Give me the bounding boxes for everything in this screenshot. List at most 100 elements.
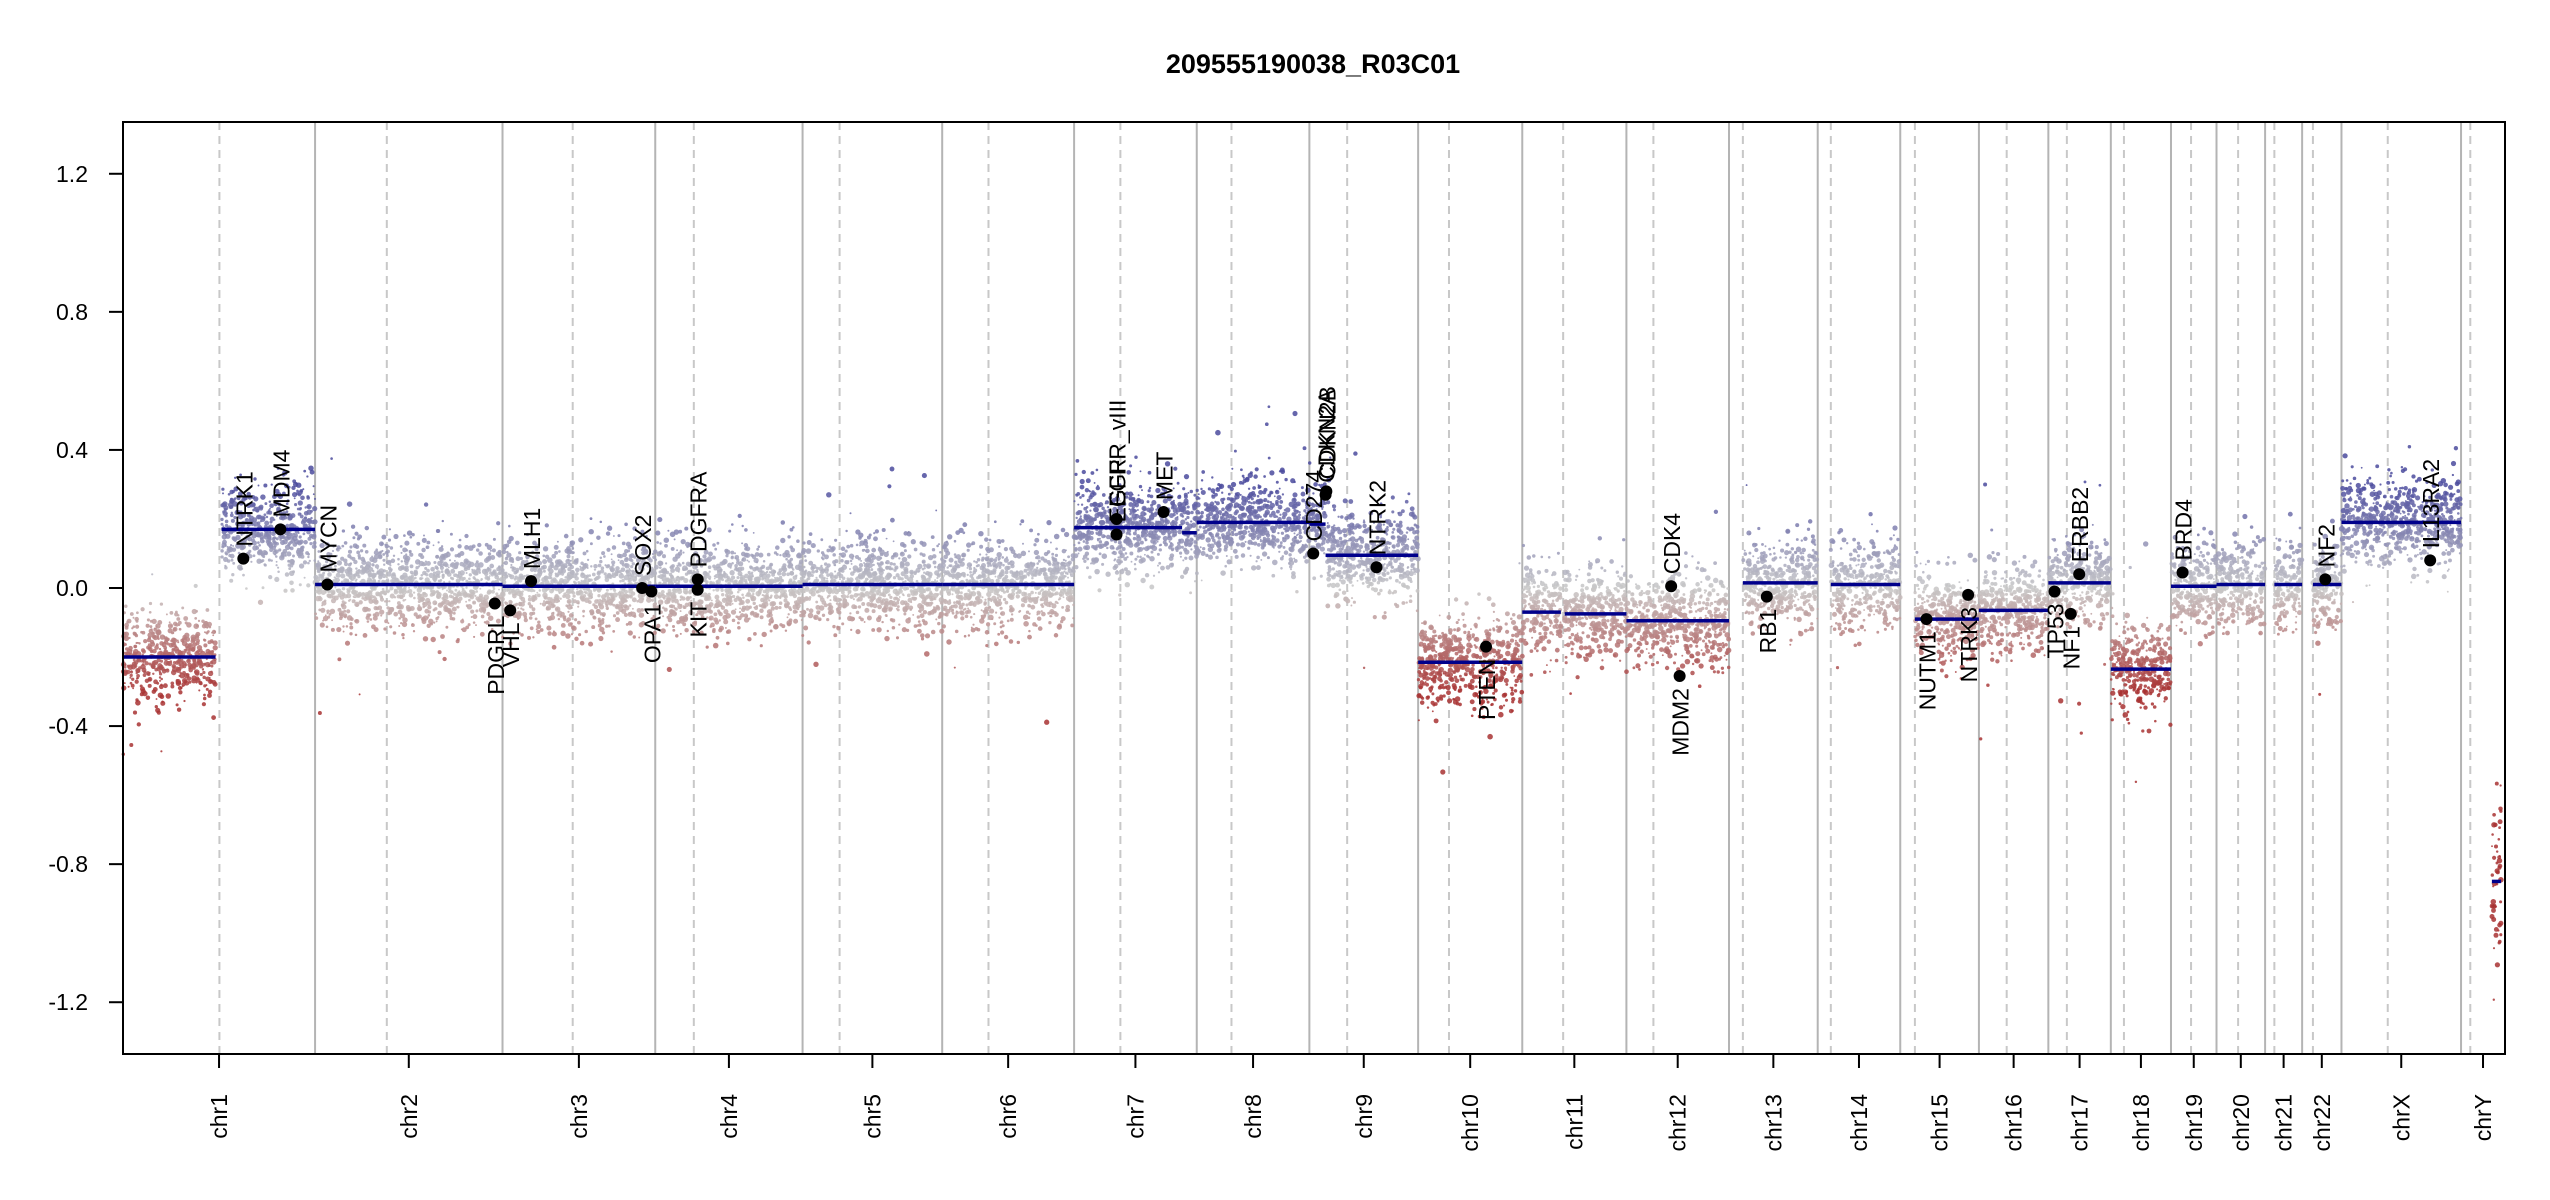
probe-point bbox=[566, 617, 572, 622]
probe-point bbox=[132, 687, 135, 690]
probe-point bbox=[711, 555, 716, 560]
probe-point bbox=[508, 591, 512, 595]
probe-point bbox=[838, 616, 841, 620]
probe-point bbox=[838, 567, 843, 572]
probe-point bbox=[455, 639, 460, 644]
probe-point bbox=[578, 633, 582, 637]
probe-point bbox=[343, 594, 348, 599]
probe-point bbox=[768, 599, 771, 602]
probe-point bbox=[165, 613, 168, 616]
probe-point bbox=[677, 562, 681, 565]
probe-point bbox=[309, 469, 315, 475]
probe-point bbox=[857, 593, 860, 596]
probe-point bbox=[953, 553, 957, 556]
probe-point bbox=[175, 680, 182, 687]
probe-point bbox=[210, 659, 217, 665]
probe-point bbox=[964, 614, 969, 619]
probe-point bbox=[138, 666, 142, 670]
probe-point bbox=[175, 666, 179, 669]
probe-point bbox=[154, 705, 158, 709]
probe-point bbox=[357, 534, 363, 540]
probe-point bbox=[371, 563, 375, 567]
probe-point bbox=[927, 611, 932, 616]
probe-point bbox=[465, 579, 469, 583]
probe-point bbox=[353, 599, 356, 602]
probe-point bbox=[866, 578, 869, 581]
probe-point bbox=[473, 635, 476, 638]
probe-point bbox=[421, 577, 424, 580]
probe-point bbox=[286, 499, 290, 503]
probe-point bbox=[801, 633, 805, 638]
probe-point bbox=[629, 595, 633, 599]
probe-point bbox=[929, 592, 933, 596]
probe-point bbox=[871, 547, 877, 553]
probe-point bbox=[910, 539, 916, 545]
probe-point bbox=[818, 573, 824, 579]
probe-point bbox=[260, 494, 266, 500]
probe-point bbox=[909, 569, 914, 575]
probe-point bbox=[966, 548, 970, 552]
probe-point bbox=[923, 571, 926, 574]
probe-point bbox=[355, 571, 360, 577]
probe-point bbox=[125, 669, 131, 675]
probe-point bbox=[300, 495, 305, 501]
probe-point bbox=[433, 621, 436, 624]
probe-point bbox=[784, 629, 788, 632]
probe-point bbox=[803, 625, 809, 631]
probe-point bbox=[302, 560, 308, 565]
probe-point bbox=[475, 590, 479, 593]
probe-point bbox=[773, 576, 776, 579]
probe-point bbox=[438, 546, 444, 552]
probe-point bbox=[736, 621, 740, 625]
probe-point bbox=[437, 610, 442, 616]
probe-point bbox=[891, 603, 895, 607]
probe-point bbox=[864, 607, 870, 613]
probe-point bbox=[804, 579, 809, 583]
probe-point bbox=[397, 557, 400, 561]
probe-point bbox=[884, 601, 888, 605]
probe-point bbox=[939, 572, 942, 575]
probe-point bbox=[542, 569, 546, 573]
probe-point bbox=[566, 554, 571, 559]
probe-point bbox=[714, 594, 720, 600]
probe-point bbox=[150, 628, 153, 631]
probe-point bbox=[870, 568, 874, 572]
probe-point bbox=[409, 535, 413, 539]
probe-point bbox=[362, 559, 366, 563]
probe-point bbox=[1037, 532, 1040, 536]
probe-point bbox=[932, 560, 937, 565]
probe-point bbox=[545, 601, 548, 605]
probe-point bbox=[262, 555, 266, 559]
probe-point bbox=[144, 661, 149, 666]
probe-point bbox=[319, 622, 325, 628]
probe-point bbox=[902, 543, 907, 548]
probe-point bbox=[171, 637, 176, 643]
probe-point bbox=[678, 529, 683, 534]
probe-point bbox=[622, 552, 627, 558]
probe-point bbox=[382, 552, 386, 556]
probe-point bbox=[235, 543, 241, 549]
probe-point bbox=[632, 578, 636, 582]
probe-point bbox=[1006, 589, 1009, 593]
probe-point bbox=[349, 576, 355, 581]
probe-point bbox=[265, 515, 269, 519]
probe-point bbox=[140, 648, 146, 653]
probe-point bbox=[1043, 538, 1049, 544]
probe-point bbox=[272, 494, 277, 500]
probe-point bbox=[1028, 629, 1031, 633]
probe-point bbox=[239, 473, 242, 477]
probe-point bbox=[834, 575, 837, 579]
probe-point bbox=[197, 649, 201, 653]
probe-point bbox=[139, 684, 143, 688]
probe-point bbox=[963, 634, 967, 638]
probe-point bbox=[441, 573, 445, 577]
probe-point bbox=[907, 617, 911, 621]
probe-point bbox=[496, 521, 501, 526]
probe-point bbox=[1036, 562, 1039, 565]
probe-point bbox=[904, 569, 909, 575]
probe-point bbox=[264, 520, 270, 526]
probe-point bbox=[898, 623, 901, 626]
probe-point bbox=[743, 613, 749, 618]
probe-point bbox=[976, 558, 981, 562]
probe-point bbox=[322, 615, 329, 622]
